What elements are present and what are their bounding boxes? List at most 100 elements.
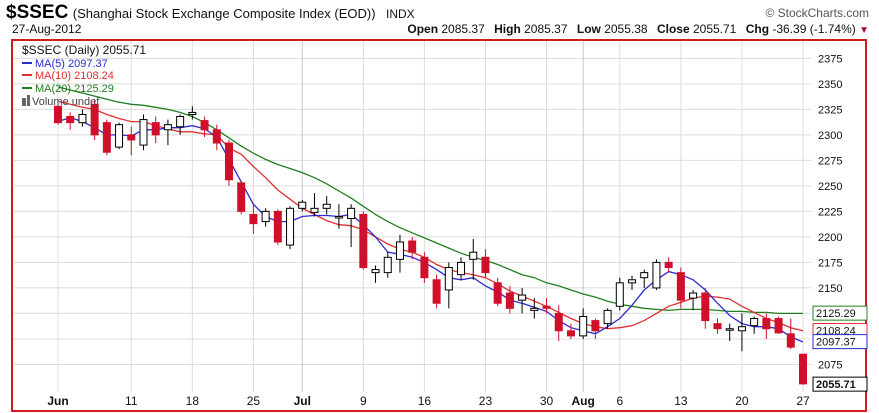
- candle-up: [261, 210, 270, 223]
- candle-up: [737, 326, 746, 332]
- candle-down: [212, 129, 221, 144]
- x-tick-label: 6: [616, 394, 623, 408]
- chg-value: -36.39 (-1.74%): [772, 22, 856, 36]
- y-tick-label: 2250: [818, 181, 842, 193]
- x-axis: Jun 11 18 25 Jul 9 16 23 30 Aug 6 13 20 27: [47, 394, 810, 408]
- candle-down: [493, 282, 502, 304]
- candle-up: [383, 256, 392, 274]
- candle-up: [615, 282, 624, 307]
- candle-up: [725, 328, 734, 331]
- x-tick-label: 25: [247, 394, 261, 408]
- y-tick-label: 2275: [818, 155, 842, 167]
- candle-down: [591, 320, 600, 332]
- y-tick-label: 2175: [818, 257, 842, 269]
- chart-date: 27-Aug-2012: [12, 22, 82, 36]
- candle-down: [664, 261, 673, 269]
- candle-up: [334, 216, 343, 219]
- x-tick-label: 11: [125, 394, 138, 408]
- down-arrow-icon: ▼: [859, 25, 869, 36]
- candle-up: [322, 203, 331, 209]
- candle-down: [713, 323, 722, 330]
- x-tick-label: 9: [360, 394, 367, 408]
- candle-down: [249, 213, 258, 225]
- candle-up: [628, 279, 637, 284]
- value-tag-text: 2097.37: [816, 337, 856, 349]
- y-tick-label: 2200: [818, 232, 842, 244]
- candle-up: [530, 307, 539, 311]
- value-tag-box: [812, 305, 868, 321]
- title-line: $SSEC (Shanghai Stock Exchange Composite…: [6, 2, 415, 24]
- candle-down: [151, 122, 160, 136]
- candle-down: [481, 256, 490, 274]
- low-label: Low: [576, 22, 601, 36]
- open-label: Open: [407, 22, 439, 36]
- chg-label: Chg: [745, 22, 770, 36]
- y-tick-label: 2375: [818, 53, 842, 65]
- candle-up: [457, 261, 466, 276]
- x-tick-label: 20: [735, 394, 749, 408]
- legend-ma5: MA(5) 2097.37: [35, 58, 108, 70]
- candle-up: [78, 113, 87, 124]
- candle-down: [799, 353, 807, 385]
- stockcharts-logo[interactable]: © StockCharts.com: [765, 6, 869, 20]
- candle-down: [127, 134, 136, 141]
- candle-up: [310, 207, 319, 213]
- candle-up: [652, 261, 661, 289]
- low-value: 2055.38: [604, 22, 648, 36]
- candle-down: [762, 318, 771, 330]
- close-value: 2055.71: [692, 22, 737, 36]
- y-tick-label: 2075: [818, 359, 842, 371]
- high-value: 2085.37: [524, 22, 568, 36]
- legend-volume: Volume undef: [32, 96, 100, 108]
- symbol: $SSEC: [6, 2, 69, 23]
- y-tick-label: 2300: [818, 130, 842, 142]
- x-tick-label: 30: [540, 394, 554, 408]
- value-tag-text: 2125.29: [816, 308, 856, 320]
- candle-down: [566, 330, 575, 337]
- high-label: High: [494, 22, 521, 36]
- candle-down: [90, 103, 99, 136]
- candle-down: [786, 333, 795, 348]
- volume-icon-bar: [27, 95, 30, 106]
- candle-down: [542, 305, 551, 309]
- volume-icon: [22, 98, 26, 106]
- exchange: INDX: [385, 7, 415, 21]
- y-tick-label: 2350: [818, 79, 842, 91]
- x-tick-label: 27: [796, 394, 810, 408]
- candle-up: [640, 272, 649, 279]
- ma20-line: [57, 86, 803, 315]
- candle-up: [188, 111, 197, 115]
- x-tick-label: 13: [674, 394, 688, 408]
- value-tag-text: 2055.71: [816, 379, 856, 391]
- x-tick-label: 16: [418, 394, 432, 408]
- candle-up: [286, 207, 295, 246]
- candle-down: [676, 272, 685, 301]
- legend-main: $SSEC (Daily) 2055.71: [22, 43, 146, 57]
- candle-down: [224, 142, 233, 181]
- chart-header: $SSEC (Shanghai Stock Exchange Composite…: [0, 0, 879, 40]
- legend: $SSEC (Daily) 2055.71 MA(5) 2097.37 MA(1…: [22, 43, 146, 108]
- candle-down: [54, 105, 62, 124]
- candle-up: [139, 119, 148, 146]
- value-tag-box: [812, 376, 868, 392]
- candle-down: [102, 122, 111, 153]
- candle-up: [750, 318, 759, 327]
- candle-down: [66, 116, 75, 124]
- candle-up: [603, 309, 612, 325]
- candle-down: [273, 210, 282, 243]
- candle-up: [444, 267, 453, 291]
- candle-up: [115, 124, 124, 148]
- candle-up: [371, 269, 380, 274]
- ma10-line: [57, 100, 804, 332]
- candle-up: [689, 292, 698, 299]
- ma5-line: [57, 116, 804, 343]
- candle-down: [237, 182, 246, 212]
- index-name: (Shanghai Stock Exchange Composite Index…: [72, 6, 376, 21]
- x-tick-label: Jun: [47, 394, 68, 408]
- candle-down: [774, 318, 783, 334]
- ohlc-summary: Open 2085.37 High 2085.37 Low 2055.38 Cl…: [401, 22, 869, 36]
- candle-down: [505, 292, 514, 309]
- candle-up: [518, 294, 527, 301]
